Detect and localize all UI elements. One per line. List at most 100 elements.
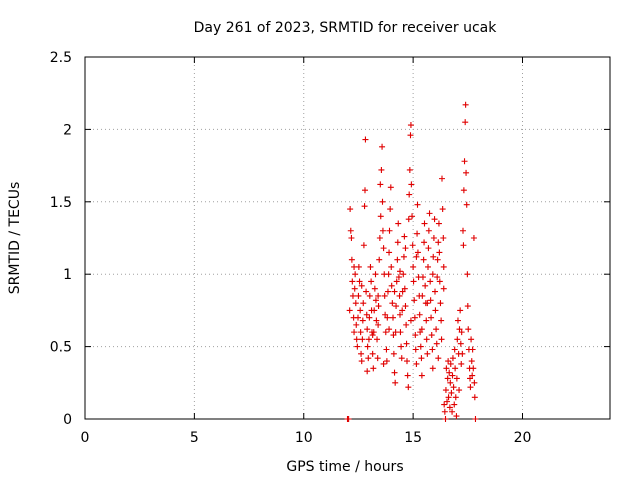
data-point [380, 360, 387, 367]
data-point [418, 326, 425, 333]
data-point [372, 271, 379, 278]
data-point [417, 343, 424, 350]
data-point [360, 242, 367, 249]
data-point [434, 274, 441, 281]
data-point [397, 268, 403, 275]
data-point [429, 365, 436, 372]
data-point [432, 307, 439, 314]
data-point [362, 136, 369, 143]
data-point [404, 372, 411, 379]
data-point [373, 317, 380, 324]
data-point [348, 256, 355, 263]
data-point [423, 317, 430, 324]
data-point [360, 300, 367, 307]
data-point [366, 314, 373, 321]
data-point [408, 181, 415, 188]
data-point [352, 300, 359, 307]
data-point [399, 307, 406, 314]
data-point [414, 230, 421, 237]
data-point [403, 321, 410, 328]
data-point [351, 285, 358, 292]
data-point [403, 340, 410, 347]
data-point [467, 384, 474, 391]
data-point [389, 300, 396, 307]
data-point [358, 350, 365, 357]
data-point [438, 317, 445, 324]
data-point [346, 307, 353, 314]
data-point [383, 346, 390, 353]
y-tick-label: 0.5 [50, 340, 72, 356]
data-point [458, 360, 465, 367]
y-tick-label: 1.5 [50, 195, 72, 211]
data-point [471, 379, 478, 386]
data-point [376, 235, 383, 241]
data-point [361, 203, 368, 210]
data-point [357, 307, 364, 314]
data-point [398, 355, 405, 362]
data-point [421, 220, 428, 227]
data-point [412, 332, 419, 339]
data-point [347, 206, 354, 213]
data-point [470, 365, 477, 372]
y-axis-label: SRMTID / TECUs [7, 182, 23, 295]
data-point [446, 404, 453, 411]
plot-frame [84, 56, 611, 420]
data-point [431, 216, 438, 223]
data-point [348, 235, 355, 241]
data-point [347, 227, 354, 234]
data-point [439, 175, 445, 182]
data-point [363, 311, 370, 318]
data-point [374, 336, 381, 343]
data-point [394, 239, 401, 246]
data-point [412, 346, 419, 353]
data-point [450, 384, 457, 391]
data-point [414, 249, 421, 256]
data-point [470, 235, 477, 241]
data-point [441, 401, 448, 408]
data-point [451, 401, 458, 408]
data-point [382, 329, 389, 336]
data-point [381, 292, 388, 299]
data-point [409, 213, 416, 220]
data-point [462, 101, 469, 108]
data-point [437, 300, 444, 307]
data-point [380, 245, 387, 252]
data-point [452, 394, 459, 401]
data-point [369, 332, 376, 339]
data-point [390, 314, 396, 321]
data-point [426, 210, 433, 217]
data-point [384, 288, 391, 295]
data-point [372, 297, 379, 304]
data-point [447, 379, 454, 386]
data-point [435, 239, 442, 246]
data-point [471, 394, 478, 401]
data-point [396, 292, 403, 299]
data-point [377, 213, 384, 220]
data-point [388, 282, 395, 289]
data-point [357, 329, 364, 336]
data-point [430, 253, 437, 260]
data-point [385, 271, 392, 278]
data-point [469, 346, 476, 353]
data-point [449, 355, 456, 362]
data-point [365, 336, 372, 343]
data-point [436, 278, 443, 285]
data-point [378, 166, 385, 173]
data-point [457, 307, 464, 314]
data-point [404, 358, 410, 365]
data-point [363, 288, 370, 295]
data-point [464, 303, 471, 310]
data-point [401, 233, 408, 240]
data-point [429, 346, 436, 353]
data-point [370, 329, 377, 336]
data-point [364, 326, 371, 333]
data-point [460, 227, 466, 234]
data-point [458, 329, 465, 336]
data-point [410, 263, 417, 270]
data-point [370, 365, 377, 372]
data-point [447, 360, 454, 367]
y-tick-label: 2.5 [50, 50, 72, 66]
data-point [355, 292, 362, 299]
data-point [407, 317, 414, 324]
data-point [440, 285, 447, 292]
